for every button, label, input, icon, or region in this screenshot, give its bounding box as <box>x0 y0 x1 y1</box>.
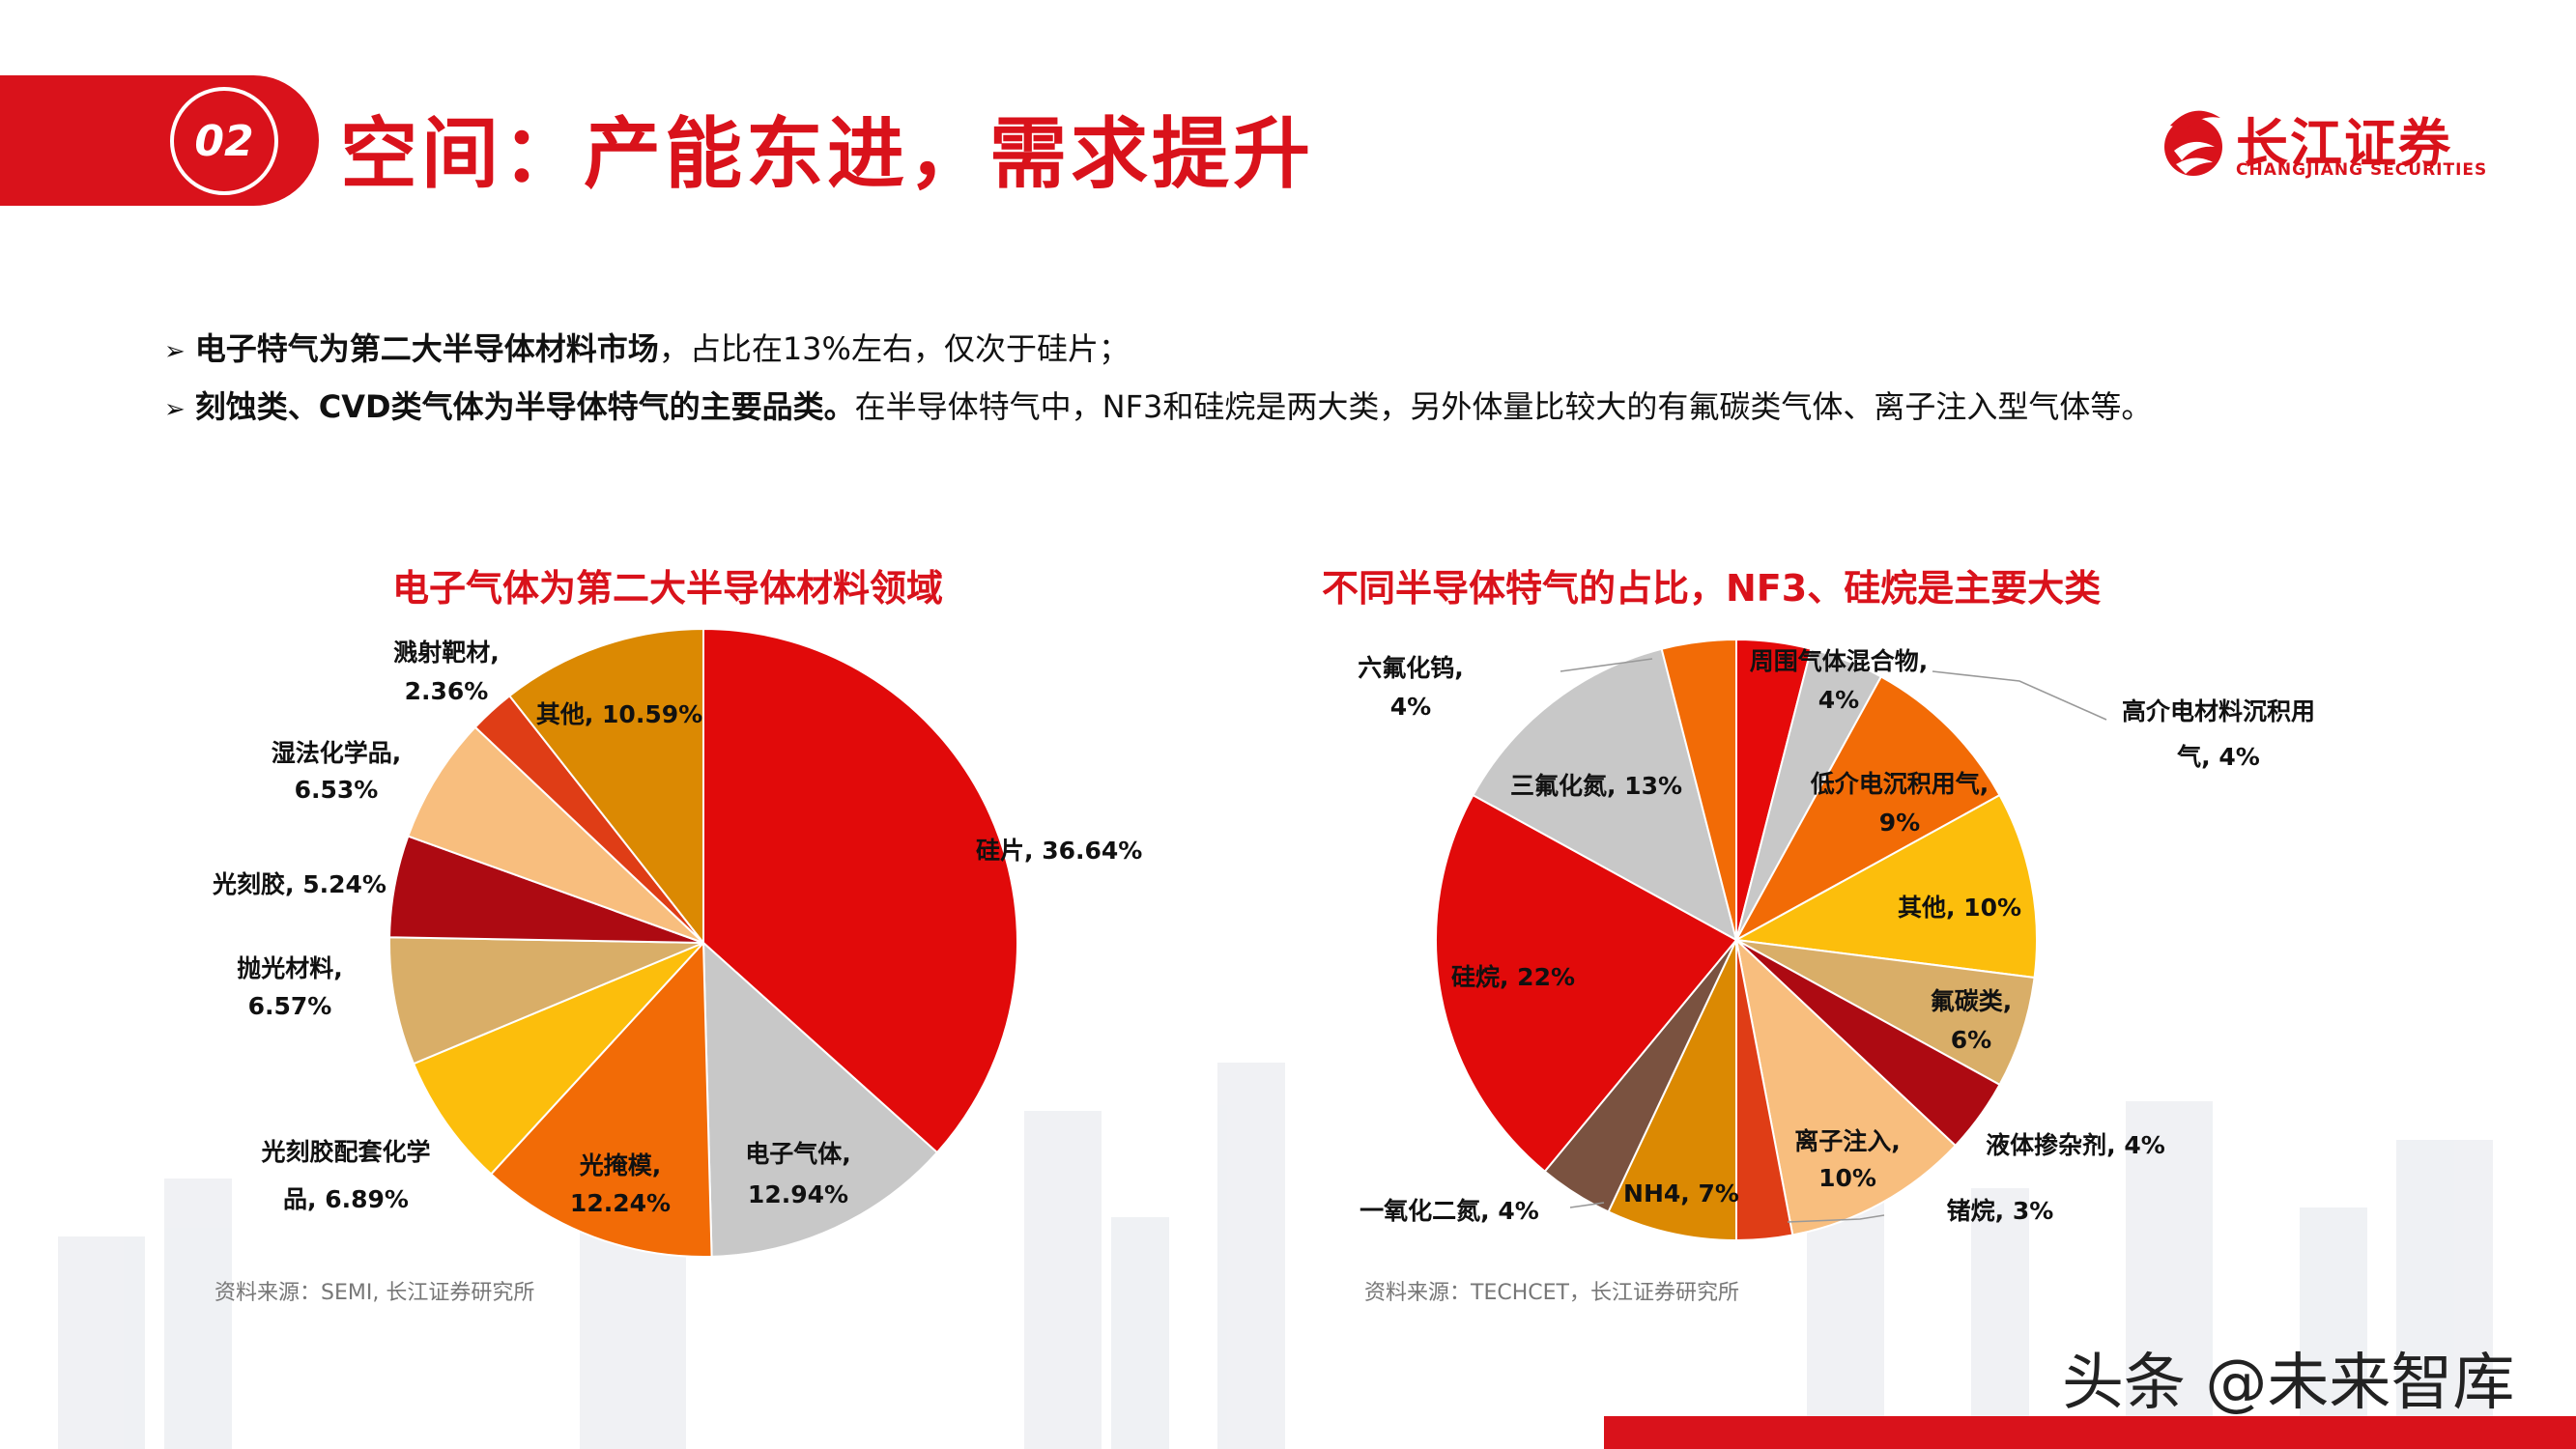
label-line: 离子注入, <box>1794 1127 1901 1155</box>
leader-line <box>1932 670 2107 721</box>
label-line: NH4, 7% <box>1623 1179 1739 1208</box>
label-line: 12.94% <box>748 1180 848 1208</box>
company-logo: 长江证券 CHANGJIANG SECURITIES <box>2157 97 2486 184</box>
label-line: 品, 6.89% <box>283 1185 409 1213</box>
pie-slice <box>489 940 713 1258</box>
label-line: 硅烷, 22% <box>1451 963 1575 991</box>
slice-label: 光刻胶, 5.24% <box>212 870 386 898</box>
slice-label: 离子注入, 10% <box>1794 1127 1901 1192</box>
slice-label: 氟碳类, 6% <box>1931 987 2013 1054</box>
label-line: 硅片, 36.64% <box>976 837 1142 865</box>
arrow-bullet-icon: ➢ <box>164 337 186 366</box>
logo-text-cn: 长江证券 <box>2236 113 2452 174</box>
label-line: 湿法化学品, <box>272 739 402 767</box>
leader-line <box>1560 658 1653 672</box>
leader-line <box>1787 1214 1885 1223</box>
label-line: 抛光材料, <box>237 954 343 982</box>
logo-text-en: CHANGJIANG SECURITIES <box>2236 160 2488 180</box>
label-line: 锗烷, 3% <box>1947 1197 2054 1225</box>
label-line: 9% <box>1879 809 1920 837</box>
slice-label: 低介电沉积用气, 9% <box>1810 770 1989 837</box>
label-line: 6.53% <box>295 776 379 804</box>
label-line: 光刻胶配套化学 <box>260 1138 430 1166</box>
slice-label: 光刻胶配套化学品, 6.89% <box>260 1138 430 1213</box>
label-line: 高介电材料沉积用 <box>2122 697 2315 725</box>
label-line: 一氧化二氮, 4% <box>1360 1197 1539 1225</box>
label-line: 6.57% <box>248 992 332 1020</box>
bullet-point: ➢ 电子特气为第二大半导体材料市场，占比在13%左右，仅次于硅片； <box>164 325 1130 369</box>
pie-slice <box>1607 939 1737 1242</box>
logo-mark-icon <box>2164 110 2222 176</box>
label-line: 电子气体, <box>745 1140 851 1168</box>
label-line: 周围气体混合物, <box>1750 647 1929 675</box>
bullet-text: ，占比在13%左右，仅次于硅片； <box>658 330 1130 367</box>
watermark: 头条 @未来智库 <box>2062 1348 2515 1419</box>
label-line: 三氟化氮, 13% <box>1510 772 1682 800</box>
label-line: 其他, 10% <box>1898 894 2021 922</box>
source-note: 资料来源：SEMI, 长江证券研究所 <box>215 1281 535 1305</box>
pie-slice <box>388 936 704 1065</box>
label-line: 光刻胶, 5.24% <box>212 870 386 898</box>
slice-label: 硅烷, 22% <box>1451 963 1575 991</box>
pie-slice <box>1472 647 1738 942</box>
pie-slice <box>1732 793 2038 980</box>
slice-label: 一氧化二氮, 4% <box>1360 1197 1539 1225</box>
pie-chart-special-gases <box>1435 638 2038 1242</box>
slice-label: 周围气体混合物, 4% <box>1750 647 1929 714</box>
bullet-bold-text: 刻蚀类、CVD类气体为半导体特气的主要品类。 <box>194 388 855 425</box>
slice-label: 液体掺杂剂, 4% <box>1986 1131 2165 1159</box>
label-line: 气, 4% <box>2176 743 2260 771</box>
slice-label: NH4, 7% <box>1623 1179 1739 1208</box>
label-line: 12.24% <box>570 1189 671 1217</box>
slice-label: 六氟化钨, 4% <box>1358 654 1464 721</box>
slice-label: 三氟化氮, 13% <box>1510 772 1682 800</box>
slice-label: 锗烷, 3% <box>1947 1197 2054 1225</box>
pie-slice <box>1733 675 2001 943</box>
label-line: 六氟化钨, <box>1358 654 1464 682</box>
slice-label: 高介电材料沉积用气, 4% <box>2122 697 2315 771</box>
label-line: 其他, 10.59% <box>536 700 702 728</box>
pie-slice <box>702 627 1018 1154</box>
bullet-point: ➢ 刻蚀类、CVD类气体为半导体特气的主要品类。在半导体特气中，NF3和硅烷是两大… <box>164 383 2152 427</box>
slice-label: 其他, 10.59% <box>536 700 702 728</box>
label-line: 液体掺杂剂, 4% <box>1986 1131 2165 1159</box>
label-line: 溅射靶材, <box>393 639 500 667</box>
leader-lines <box>1560 658 2107 1223</box>
slice-label: 抛光材料, 6.57% <box>237 954 343 1020</box>
slice-label: 湿法化学品, 6.53% <box>272 739 402 804</box>
label-line: 4% <box>1390 693 1431 721</box>
label-line: 低介电沉积用气, <box>1810 770 1989 798</box>
pie-slice <box>1734 937 1958 1236</box>
label-line: 2.36% <box>405 677 489 705</box>
label-line: 4% <box>1818 686 1859 714</box>
slice-label: 光掩模, 12.24% <box>570 1151 671 1217</box>
slice-label: 硅片, 36.64% <box>976 837 1142 865</box>
leader-line <box>1569 1202 1605 1208</box>
pie-slice <box>407 725 704 944</box>
label-line: 6% <box>1951 1026 1991 1054</box>
footer-band <box>1604 1416 2576 1449</box>
pie-slice <box>412 942 704 1176</box>
bullet-text: 在半导体特气中，NF3和硅烷是两大类，另外体量比较大的有氟碳类气体、离子注入型气… <box>854 388 2153 425</box>
source-note: 资料来源：TECHCET，长江证券研究所 <box>1364 1281 1739 1305</box>
pie-slice <box>1435 793 1738 1174</box>
pie-chart-materials <box>388 627 1018 1258</box>
slide-number: 02 <box>170 87 278 195</box>
chart-title: 不同半导体特气的占比，NF3、硅烷是主要大类 <box>1322 567 2102 610</box>
pie-slice <box>701 940 939 1258</box>
pie-slice <box>1660 638 1737 941</box>
label-line: 氟碳类, <box>1931 987 2013 1015</box>
label-line: 光掩模, <box>579 1151 662 1179</box>
bullet-bold-text: 电子特气为第二大半导体材料市场 <box>194 330 659 367</box>
slice-label: 电子气体, 12.94% <box>745 1140 851 1208</box>
slice-label: 其他, 10% <box>1898 894 2021 922</box>
slide-title: 空间：产能东进，需求提升 <box>340 109 1314 199</box>
arrow-bullet-icon: ➢ <box>164 395 186 424</box>
slice-label: 溅射靶材, 2.36% <box>393 639 500 705</box>
pie-slice <box>507 627 704 946</box>
chart-title: 电子气体为第二大半导体材料领域 <box>392 567 944 610</box>
label-line: 10% <box>1818 1164 1876 1192</box>
